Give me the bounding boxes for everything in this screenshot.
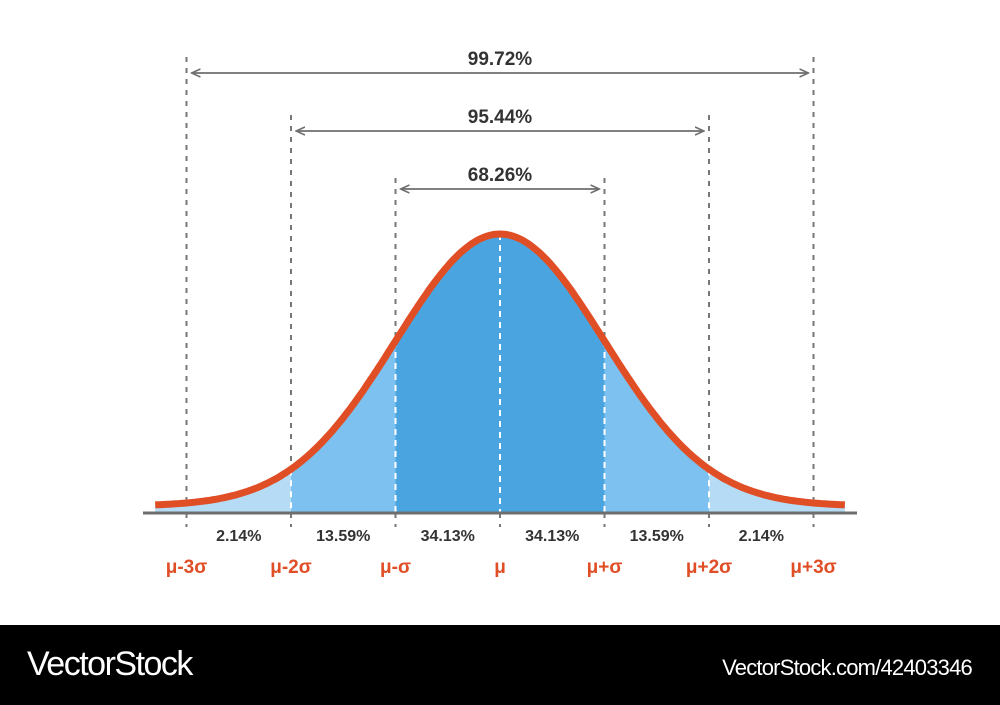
x-tick-label: μ+σ	[587, 557, 623, 578]
region-percent-label: 2.14%	[739, 528, 784, 545]
region-area-3	[500, 234, 605, 513]
interval-percent-label: 68.26%	[468, 165, 533, 186]
region-percent-label: 13.59%	[630, 528, 684, 545]
region-percent-label: 34.13%	[421, 528, 475, 545]
x-tick-label: μ+3σ	[790, 557, 836, 578]
interval-percent-label: 99.72%	[468, 49, 533, 70]
region-percent-label: 13.59%	[316, 528, 370, 545]
x-tick-label: μ-3σ	[166, 557, 208, 578]
x-tick-label: μ-2σ	[270, 557, 312, 578]
region-percent-label: 2.14%	[216, 528, 261, 545]
normal-curve	[155, 230, 846, 509]
region-area-2	[395, 234, 500, 513]
x-tick-label: μ-σ	[380, 557, 411, 578]
interval-percent-label: 95.44%	[468, 107, 533, 128]
image-url: VectorStock.com/42403346	[722, 655, 973, 680]
normal-distribution-chart: 2.14% 13.59% 34.13% 34.13% 13.59% 2.14% μ-3σ μ-…	[143, 49, 857, 578]
vectorstock-logo: VectorStock	[27, 645, 193, 683]
x-tick-label: μ	[494, 557, 506, 578]
region-percent-label: 34.13%	[525, 528, 579, 545]
watermark-footer: VectorStock VectorStock.com/42403346	[0, 625, 1000, 705]
x-tick-label: μ+2σ	[686, 557, 732, 578]
